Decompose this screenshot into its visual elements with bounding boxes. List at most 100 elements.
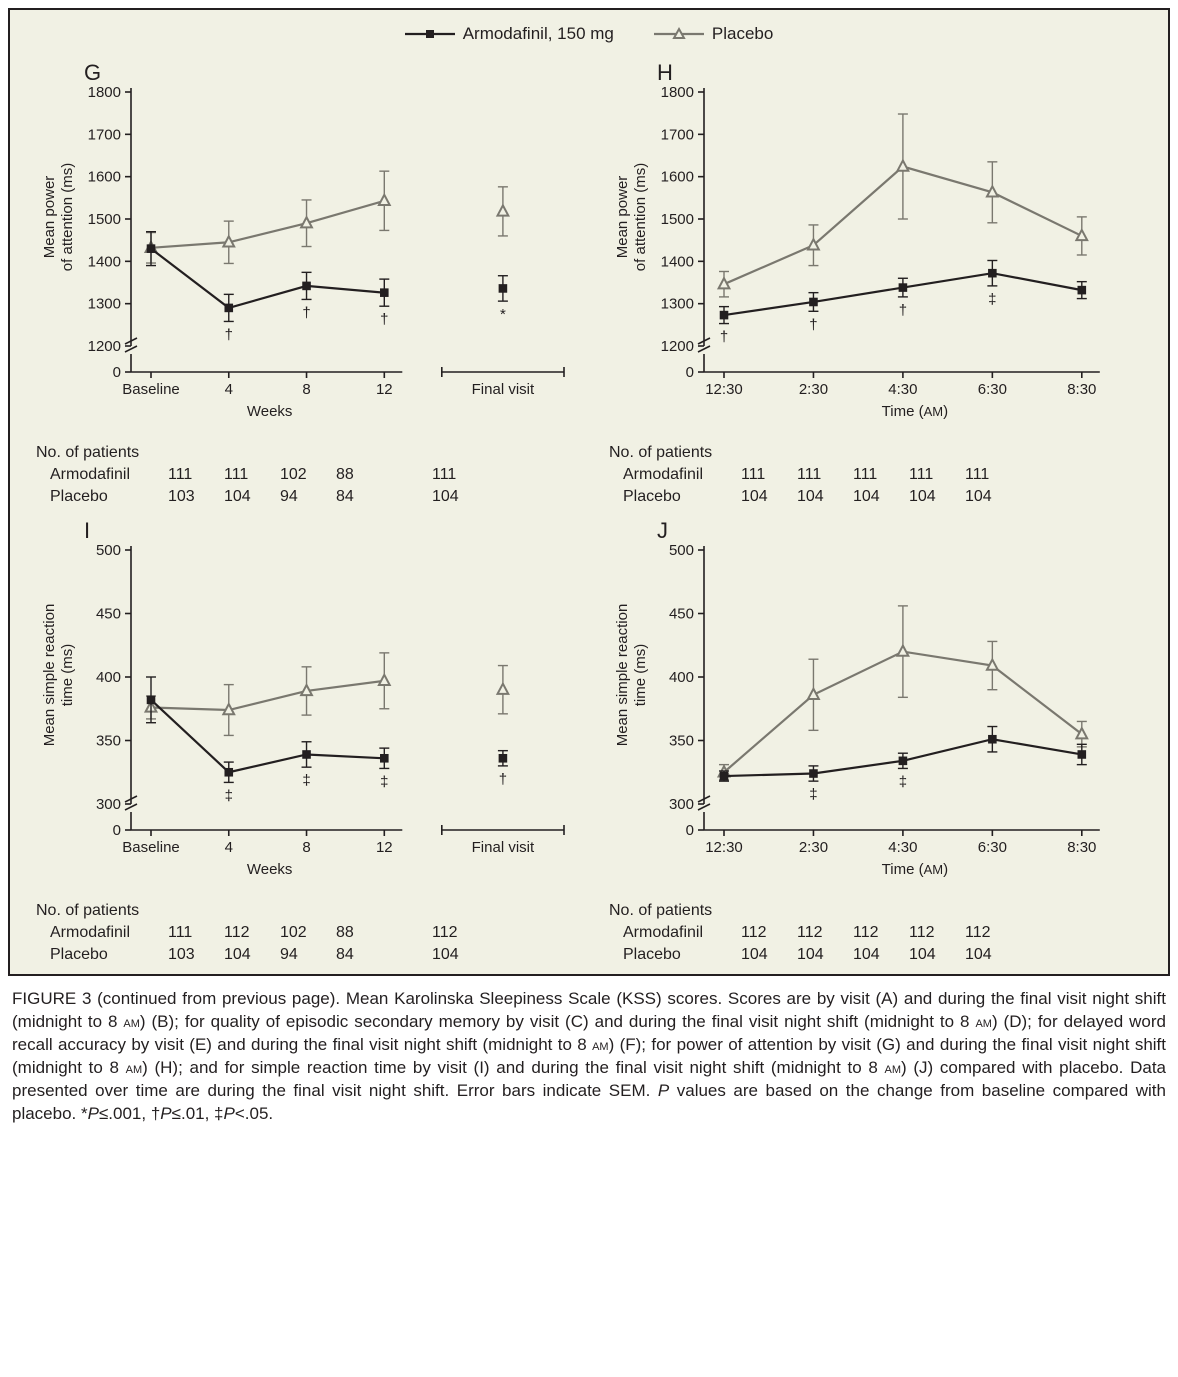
svg-text:2:30: 2:30 — [799, 839, 828, 856]
svg-text:time (ms): time (ms) — [632, 644, 649, 707]
svg-text:G: G — [84, 60, 101, 85]
svg-text:2:30: 2:30 — [799, 381, 828, 398]
legend-swatch-placebo — [654, 26, 704, 42]
svg-text:500: 500 — [96, 542, 121, 559]
svg-text:1500: 1500 — [661, 211, 694, 228]
svg-text:†: † — [225, 326, 233, 343]
svg-text:12: 12 — [376, 381, 393, 398]
svg-text:1400: 1400 — [661, 253, 694, 270]
svg-text:8: 8 — [302, 381, 310, 398]
chart-H: H 0 1200 1300 1400 1500 1600 1700 1800 Mean power… — [599, 60, 1139, 440]
n-table-J: No. of patientsArmodafinil11211211211211… — [609, 900, 1139, 966]
svg-text:Mean power: Mean power — [614, 176, 631, 259]
svg-text:0: 0 — [113, 364, 121, 381]
svg-text:400: 400 — [669, 669, 694, 686]
svg-text:time (ms): time (ms) — [59, 644, 76, 707]
svg-text:†: † — [809, 316, 817, 333]
svg-text:Baseline: Baseline — [122, 839, 180, 856]
svg-text:†: † — [380, 311, 388, 328]
svg-text:Weeks: Weeks — [247, 403, 293, 420]
svg-text:12:30: 12:30 — [705, 381, 743, 398]
svg-text:4:30: 4:30 — [888, 381, 917, 398]
figure-box: Armodafinil, 150 mg Placebo G01200130014… — [8, 8, 1170, 976]
svg-text:1400: 1400 — [88, 253, 121, 270]
svg-text:1800: 1800 — [88, 84, 121, 101]
panel-H: H 0 1200 1300 1400 1500 1600 1700 1800 Mean power… — [599, 60, 1139, 508]
svg-text:*: * — [500, 306, 506, 323]
svg-text:4:30: 4:30 — [888, 839, 917, 856]
panel-grid: G01200130014001500160017001800Mean power… — [26, 60, 1152, 966]
svg-text:Weeks: Weeks — [247, 861, 293, 878]
page: { "legend": { "series1_label": "Armodafi… — [0, 8, 1178, 1126]
svg-text:500: 500 — [669, 542, 694, 559]
n-table-I: No. of patientsArmodafinil11111210288112… — [36, 900, 566, 966]
svg-text:1700: 1700 — [88, 126, 121, 143]
svg-text:400: 400 — [96, 669, 121, 686]
svg-text:Mean power: Mean power — [41, 176, 58, 259]
svg-text:350: 350 — [96, 733, 121, 750]
svg-text:‡: ‡ — [809, 786, 817, 803]
svg-text:12:30: 12:30 — [705, 839, 743, 856]
svg-text:‡: ‡ — [302, 772, 310, 789]
svg-text:0: 0 — [686, 822, 694, 839]
legend: Armodafinil, 150 mg Placebo — [26, 24, 1152, 44]
svg-text:4: 4 — [225, 839, 233, 856]
chart-J: J 0 300 350 400 450 500 Mean simple reactiontim… — [599, 518, 1139, 898]
svg-text:0: 0 — [113, 822, 121, 839]
figure-caption: FIGURE 3 (continued from previous page).… — [12, 988, 1166, 1126]
svg-text:300: 300 — [669, 796, 694, 813]
legend-entry-placebo: Placebo — [654, 24, 773, 44]
svg-text:1500: 1500 — [88, 211, 121, 228]
n-table-H: No. of patientsArmodafinil11111111111111… — [609, 442, 1139, 508]
panel-I: I0300350400450500Mean simple reactiontim… — [26, 518, 566, 966]
svg-text:1800: 1800 — [661, 84, 694, 101]
svg-text:of attention (ms): of attention (ms) — [59, 163, 76, 271]
chart-I: I0300350400450500Mean simple reactiontim… — [26, 518, 566, 898]
svg-text:†: † — [499, 771, 507, 788]
svg-text:Baseline: Baseline — [122, 381, 180, 398]
svg-text:0: 0 — [686, 364, 694, 381]
svg-text:‡: ‡ — [380, 773, 388, 790]
svg-text:1700: 1700 — [661, 126, 694, 143]
svg-text:Time (AM): Time (AM) — [882, 403, 948, 420]
legend-label-armodafinil: Armodafinil, 150 mg — [463, 24, 614, 44]
caption-body: Mean Karolinska Sleepiness Scale (KSS) s… — [12, 989, 1166, 1123]
svg-text:1600: 1600 — [88, 169, 121, 186]
svg-text:1600: 1600 — [661, 169, 694, 186]
svg-text:I: I — [84, 518, 90, 543]
svg-text:8:30: 8:30 — [1067, 839, 1096, 856]
svg-text:Time (AM): Time (AM) — [882, 861, 948, 878]
caption-prefix: FIGURE 3 (continued from previous page). — [12, 989, 340, 1008]
panel-G: G01200130014001500160017001800Mean power… — [26, 60, 566, 508]
chart-G: G01200130014001500160017001800Mean power… — [26, 60, 566, 440]
svg-text:‡: ‡ — [225, 787, 233, 804]
svg-text:†: † — [720, 329, 728, 346]
svg-text:8:30: 8:30 — [1067, 381, 1096, 398]
n-table-G: No. of patientsArmodafinil11111110288111… — [36, 442, 566, 508]
svg-text:6:30: 6:30 — [978, 839, 1007, 856]
svg-text:1200: 1200 — [661, 338, 694, 355]
svg-text:450: 450 — [96, 606, 121, 623]
svg-text:‡: ‡ — [899, 773, 907, 790]
svg-text:†: † — [899, 302, 907, 319]
svg-text:Final visit: Final visit — [472, 381, 535, 398]
svg-text:of attention (ms): of attention (ms) — [632, 163, 649, 271]
svg-text:1300: 1300 — [88, 296, 121, 313]
svg-text:H: H — [657, 60, 673, 85]
svg-text:4: 4 — [225, 381, 233, 398]
svg-text:Mean simple reaction: Mean simple reaction — [614, 604, 631, 747]
svg-text:†: † — [302, 304, 310, 321]
legend-entry-armodafinil: Armodafinil, 150 mg — [405, 24, 614, 44]
svg-text:J: J — [657, 518, 668, 543]
svg-text:Mean simple reaction: Mean simple reaction — [41, 604, 58, 747]
svg-text:6:30: 6:30 — [978, 381, 1007, 398]
panel-J: J 0 300 350 400 450 500 Mean simple reactiontim… — [599, 518, 1139, 966]
svg-text:‡: ‡ — [988, 291, 996, 308]
svg-text:1300: 1300 — [661, 296, 694, 313]
svg-text:8: 8 — [302, 839, 310, 856]
legend-swatch-armodafinil — [405, 26, 455, 42]
svg-text:12: 12 — [376, 839, 393, 856]
svg-text:350: 350 — [669, 733, 694, 750]
svg-text:450: 450 — [669, 606, 694, 623]
svg-text:Final visit: Final visit — [472, 839, 535, 856]
